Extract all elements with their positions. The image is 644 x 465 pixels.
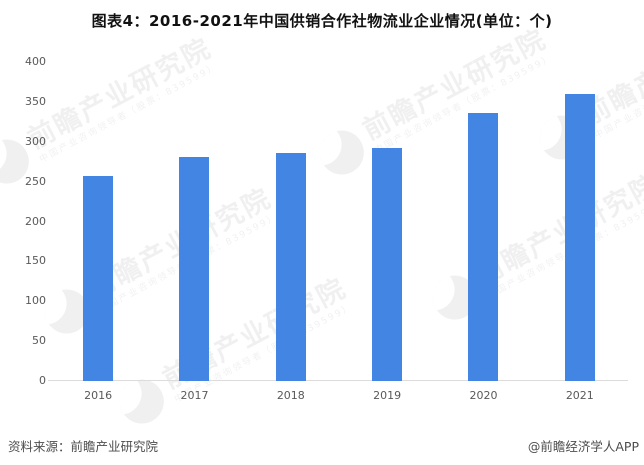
y-tick-label: 150 [25, 254, 46, 268]
y-tick-label: 350 [25, 94, 46, 108]
y-tick-label: 100 [25, 294, 46, 308]
y-tick-label: 400 [25, 55, 46, 68]
x-axis-labels: 2016 2017 2018 2019 2020 2021 [50, 389, 628, 407]
y-tick-label: 50 [32, 334, 46, 348]
bar-slot [339, 62, 435, 381]
chart-title: 图表4：2016-2021年中国供销合作社物流业企业情况(单位：个) [91, 12, 553, 30]
x-tick-label: 2019 [373, 389, 402, 402]
y-tick-label: 0 [39, 374, 46, 387]
footer: 资料来源：前瞻产业研究院 @前瞻经济学人APP [8, 436, 639, 455]
bar-2020 [468, 113, 499, 381]
credit-text: @前瞻经济学人APP [527, 439, 639, 454]
bar-2021 [564, 93, 595, 381]
bar-slot [146, 62, 242, 381]
x-tick-label: 2021 [565, 389, 594, 402]
y-tick-label: 200 [25, 214, 46, 228]
y-tick-label: 300 [25, 134, 46, 148]
x-tick-label: 2017 [180, 389, 209, 402]
source-text: 资料来源：前瞻产业研究院 [8, 439, 159, 454]
bar-slot [243, 62, 339, 381]
x-axis-line [48, 380, 628, 381]
bar-slot [435, 62, 531, 381]
bar-2016 [83, 176, 114, 381]
x-tick-label: 2016 [84, 389, 113, 402]
bar-slot [50, 62, 146, 381]
y-axis: 0 50 100 150 200 250 300 350 400 [0, 55, 46, 387]
plot-area [48, 62, 628, 381]
bar-slot [532, 62, 628, 381]
bar-2017 [179, 156, 210, 381]
bar-2019 [372, 148, 403, 381]
x-tick-label: 2020 [469, 389, 498, 402]
bar-2018 [275, 152, 306, 381]
x-tick-label: 2018 [276, 389, 305, 402]
y-tick-label: 250 [25, 174, 46, 188]
